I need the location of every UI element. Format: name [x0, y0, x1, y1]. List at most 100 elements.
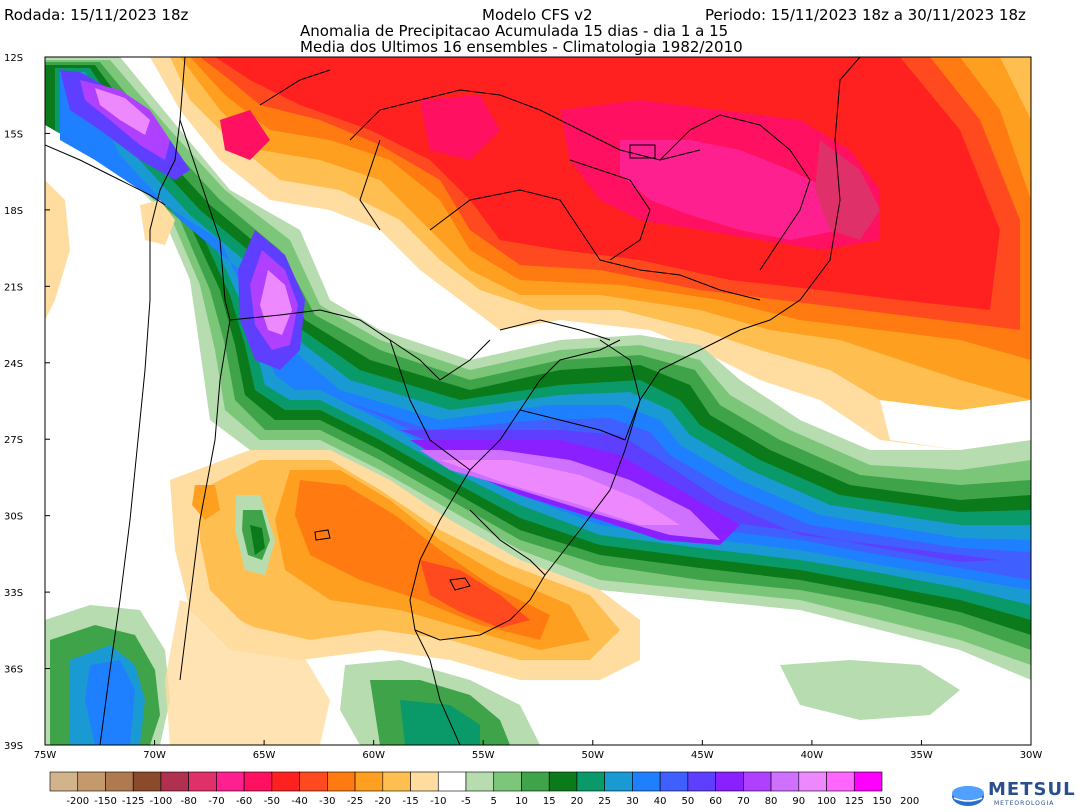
colorbar-label: 20: [571, 796, 584, 807]
colorbar-box: [770, 771, 800, 792]
colorbar-label: 70: [737, 796, 750, 807]
rodada-label: Rodada: 15/11/2023 18z: [4, 6, 189, 24]
colorbar-label: 10: [515, 796, 528, 807]
colorbar-box: [410, 771, 439, 792]
colorbar-box: [659, 771, 689, 792]
longitude-label: 65W: [253, 750, 276, 761]
colorbar-box: [382, 771, 411, 792]
colorbar-label: 30: [626, 796, 639, 807]
colorbar-box: [160, 771, 189, 792]
colorbar-labels: -200 -150 -125 -100 -80 -70 -60 -50 -40 -30 -25 -20…: [66, 796, 919, 807]
colorbar-label: 60: [709, 796, 722, 807]
colorbar-box: [687, 771, 716, 792]
colorbar-label: -40: [291, 796, 307, 807]
longitude-label: 55W: [472, 750, 495, 761]
latitude-label: 12S: [4, 53, 23, 64]
colorbar-box: [354, 771, 384, 792]
colorbar-box: [465, 771, 495, 792]
colorbar-box: [604, 771, 633, 792]
colorbar-label: -70: [208, 796, 224, 807]
longitude-label: 50W: [581, 750, 604, 761]
colorbar-label: 125: [845, 796, 864, 807]
colorbar-box: [493, 771, 522, 792]
period-label: Periodo: 15/11/2023 18z a 30/11/2023 18z: [705, 6, 1026, 24]
colorbar-box: [105, 771, 134, 792]
colorbar-box: [243, 771, 273, 792]
colorbar-box: [132, 771, 162, 792]
colorbar-box: [715, 771, 744, 792]
colorbar-label: 90: [792, 796, 805, 807]
colorbar-label: 5: [491, 796, 497, 807]
globe-icon: [952, 786, 984, 806]
colorbar-box: [853, 771, 883, 792]
colorbar-label: 200: [900, 796, 919, 807]
latitude-label: 33S: [4, 588, 23, 599]
colorbar-label: -20: [375, 796, 391, 807]
colorbar-label: 50: [681, 796, 694, 807]
longitude-label: 30W: [1020, 750, 1043, 761]
colorbar-label: -15: [402, 796, 418, 807]
colorbar-label: -30: [319, 796, 335, 807]
latitude-label: 21S: [4, 282, 23, 293]
colorbar-box: [521, 771, 550, 792]
colorbar-boxes: [49, 771, 883, 792]
colorbar-box: [77, 771, 106, 792]
latitude-label: 39S: [4, 741, 23, 752]
map-subtitle-2: Media dos Ultimos 16 ensembles - Climato…: [300, 38, 743, 56]
colorbar-label: -125: [122, 796, 145, 807]
colorbar-box: [632, 771, 661, 792]
southwest-dry-region: [170, 450, 640, 680]
colorbar-label: 150: [872, 796, 891, 807]
longitude-label: 75W: [34, 750, 57, 761]
colorbar-label: 80: [765, 796, 778, 807]
colorbar-label: 100: [817, 796, 836, 807]
colorbar-label: -150: [94, 796, 117, 807]
dry-anomaly-region: [150, 57, 1031, 470]
longitude-label: 45W: [691, 750, 714, 761]
longitude-label: 40W: [801, 750, 824, 761]
model-label: Modelo CFS v2: [482, 6, 593, 24]
colorbar-box: [188, 771, 217, 792]
colorbar-label: -50: [264, 796, 280, 807]
colorbar-box: [743, 771, 772, 792]
map-subtitle-1: Anomalia de Precipitacao Acumulada 15 di…: [300, 22, 729, 40]
longitude-label: 35W: [910, 750, 933, 761]
wet-anomaly-band: [45, 57, 1031, 680]
latitude-label: 30S: [4, 512, 23, 523]
colorbar-box: [271, 771, 300, 792]
colorbar-label: 25: [598, 796, 611, 807]
latitude-label: 36S: [4, 665, 23, 676]
colorbar-box: [216, 771, 245, 792]
latitude-label: 15S: [4, 129, 23, 140]
logo-name: METSUL: [988, 779, 1076, 800]
latitude-ticks: 12S 15S 18S 21S 24S 27S 30S 33S 36S 39S: [4, 53, 50, 752]
latitude-label: 24S: [4, 359, 23, 370]
colorbar-box: [798, 771, 827, 792]
metsul-logo: METSUL METEOROLOGIA: [948, 776, 1078, 810]
colorbar-label: -5: [461, 796, 471, 807]
colorbar-label: 40: [654, 796, 667, 807]
colorbar-box: [826, 771, 855, 792]
colorbar-box: [49, 771, 79, 792]
colorbar-box: [548, 771, 578, 792]
longitude-ticks: 75W 70W 65W 60W 55W 50W 45W 40W 35W 30W: [34, 740, 1043, 761]
colorbar-label: -60: [236, 796, 252, 807]
colorbar-label: -10: [430, 796, 446, 807]
latitude-label: 18S: [4, 206, 23, 217]
colorbar-label: -100: [150, 796, 173, 807]
colorbar-label: -200: [66, 796, 89, 807]
logo-subtitle: METEOROLOGIA: [994, 800, 1055, 807]
colorbar-box: [327, 771, 356, 792]
southern-wet-patches: [45, 180, 1031, 745]
colorbar-label: -25: [347, 796, 363, 807]
colorbar-box: [437, 771, 467, 792]
latitude-label: 27S: [4, 435, 23, 446]
country-borders: [45, 57, 861, 745]
colorbar-box: [576, 771, 605, 792]
map-frame: [44, 56, 1032, 746]
colorbar-label: 15: [543, 796, 556, 807]
longitude-label: 70W: [143, 750, 166, 761]
colorbar-box: [299, 771, 328, 792]
